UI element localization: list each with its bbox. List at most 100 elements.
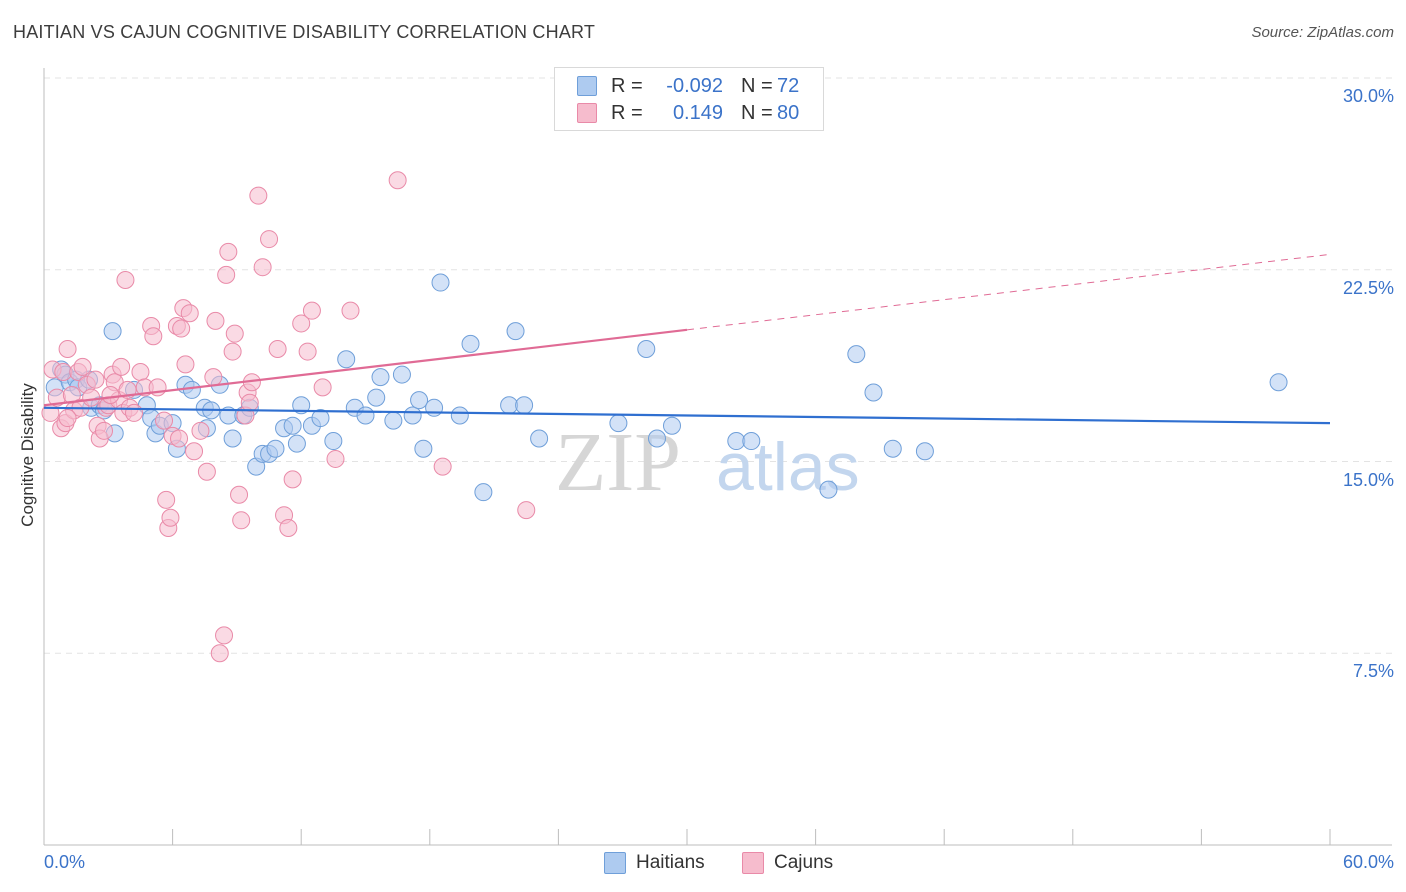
legend-item-cajuns[interactable]: Cajuns (742, 852, 833, 874)
legend-r-value: 0.149 (672, 101, 723, 124)
data-point-haitians (609, 414, 628, 433)
data-point-cajuns (157, 490, 176, 509)
legend-swatch-cajuns (577, 103, 597, 123)
data-point-haitians (223, 429, 242, 448)
data-point-cajuns (180, 304, 199, 323)
data-point-cajuns (388, 171, 407, 190)
legend-r-value: -0.092 (666, 74, 723, 97)
data-point-haitians (864, 383, 883, 402)
data-point-cajuns (253, 258, 272, 277)
data-point-cajuns (302, 301, 321, 320)
trend-line-cajuns (43, 328, 688, 407)
data-point-cajuns (170, 429, 189, 448)
data-point-cajuns (176, 355, 195, 374)
data-point-cajuns (313, 378, 332, 397)
chart-title: HAITIAN VS CAJUN COGNITIVE DISABILITY CO… (13, 22, 596, 42)
legend-label-cajuns: Cajuns (774, 852, 834, 873)
data-point-cajuns (232, 511, 251, 530)
y-tick-label: 22.5% (1342, 277, 1394, 298)
correlation-legend: R = -0.092 N = 72 R = 0.149 N = 80 (554, 67, 824, 131)
data-point-cajuns (58, 340, 77, 359)
data-point-haitians (500, 396, 519, 415)
data-point-haitians (1269, 373, 1288, 392)
data-point-cajuns (217, 265, 236, 284)
data-point-cajuns (240, 393, 259, 412)
data-point-cajuns (292, 314, 311, 333)
data-point-haitians (727, 432, 746, 451)
data-point-haitians (403, 406, 422, 425)
data-point-haitians (103, 322, 122, 341)
data-point-cajuns (116, 270, 135, 289)
legend-item-haitians[interactable]: Haitians (604, 852, 705, 874)
legend-r-label: R = (611, 101, 643, 124)
data-point-haitians (324, 432, 343, 451)
data-point-haitians (367, 388, 386, 407)
data-point-haitians (425, 398, 444, 417)
series-legend: Haitians Cajuns (0, 852, 1406, 876)
legend-row-haitians: R = -0.092 N = 72 (577, 73, 799, 99)
data-point-cajuns (144, 327, 163, 346)
data-point-cajuns (225, 324, 244, 343)
data-point-haitians (474, 483, 493, 502)
data-point-cajuns (215, 626, 234, 645)
data-point-haitians (292, 396, 311, 415)
data-point-cajuns (283, 470, 302, 489)
y-axis-label: Cognitive Disability (18, 383, 37, 527)
data-point-cajuns (249, 186, 268, 205)
data-point-haitians (431, 273, 450, 292)
data-point-haitians (506, 322, 525, 341)
data-point-haitians (266, 439, 285, 458)
data-point-cajuns (82, 388, 101, 407)
data-point-haitians (461, 334, 480, 353)
data-point-cajuns (131, 363, 150, 382)
data-point-cajuns (433, 457, 452, 476)
legend-row-cajuns: R = 0.149 N = 80 (577, 100, 799, 126)
data-point-cajuns (204, 368, 223, 387)
data-point-haitians (337, 350, 356, 369)
y-tick-label: 15.0% (1342, 469, 1394, 490)
legend-n-label: N = (741, 74, 773, 97)
data-point-haitians (392, 365, 411, 384)
data-point-cajuns (210, 644, 229, 663)
data-point-haitians (915, 442, 934, 461)
y-tick-label: 30.0% (1342, 86, 1394, 106)
data-point-cajuns (54, 363, 73, 382)
data-point-cajuns (260, 230, 279, 249)
data-point-haitians (883, 439, 902, 458)
data-point-haitians (530, 429, 549, 448)
data-point-cajuns (58, 409, 77, 428)
data-point-haitians (847, 345, 866, 364)
trend-line-extension-cajuns (686, 253, 1331, 331)
data-point-haitians (414, 439, 433, 458)
data-point-haitians (819, 480, 838, 499)
data-point-haitians (515, 396, 534, 415)
data-point-cajuns (86, 370, 105, 389)
axes (43, 68, 1392, 846)
data-point-cajuns (326, 449, 345, 468)
legend-r-label: R = (611, 74, 643, 97)
data-point-cajuns (230, 485, 249, 504)
x-tick-label-max: 60.0% (1342, 852, 1394, 872)
x-tick-label-min: 0.0% (44, 852, 86, 872)
watermark: ZIP atlas (555, 416, 860, 509)
data-point-cajuns (112, 357, 131, 376)
data-point-cajuns (155, 411, 174, 430)
data-point-haitians (742, 432, 761, 451)
data-point-haitians (662, 416, 681, 435)
y-tick-label: 7.5% (1352, 661, 1394, 682)
data-point-haitians (450, 406, 469, 425)
data-point-cajuns (298, 342, 317, 361)
data-point-haitians (647, 429, 666, 448)
data-point-haitians (283, 416, 302, 435)
legend-n-value: 72 (777, 74, 800, 97)
data-point-haitians (384, 411, 403, 430)
data-point-cajuns (223, 342, 242, 361)
legend-n-label: N = (741, 101, 773, 124)
data-point-cajuns (191, 421, 210, 440)
data-point-cajuns (206, 311, 225, 330)
data-point-haitians (371, 368, 390, 387)
data-point-haitians (287, 434, 306, 453)
legend-swatch-haitians (604, 852, 626, 874)
legend-swatch-cajuns (742, 852, 764, 874)
